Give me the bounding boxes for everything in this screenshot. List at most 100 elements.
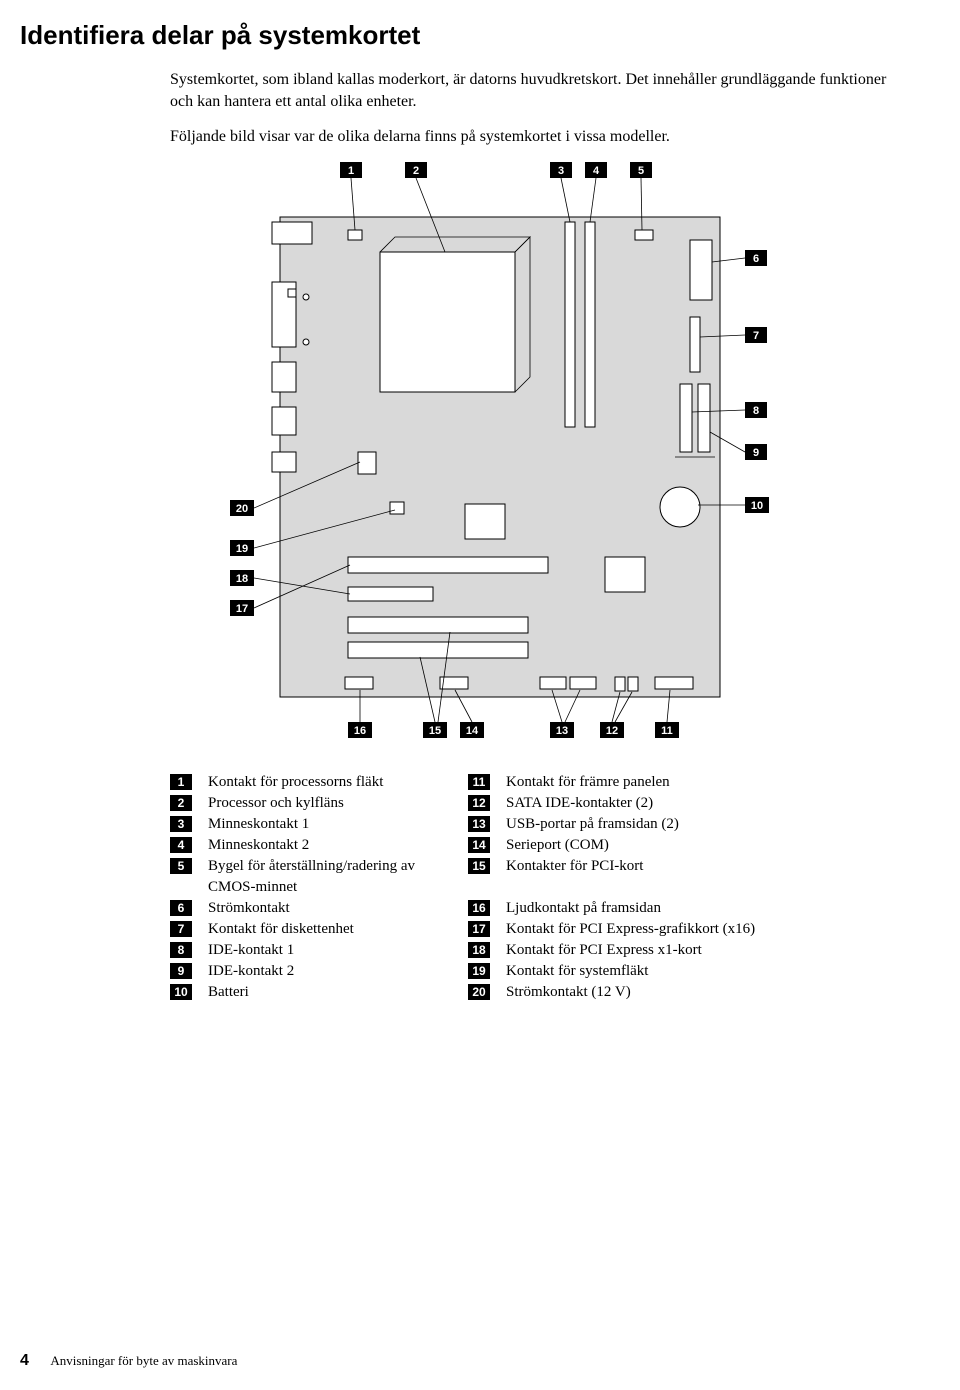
legend-text: SATA IDE-kontakter (2) (506, 793, 900, 814)
legend-num: 6 (170, 900, 192, 916)
legend-num: 13 (468, 816, 490, 832)
svg-text:13: 13 (556, 725, 568, 737)
label-13: 13 (550, 722, 574, 738)
ide-1 (680, 384, 692, 452)
footer-doc-title: Anvisningar för byte av maskinvara (50, 1353, 237, 1368)
label-9: 9 (745, 444, 767, 460)
label-18: 18 (230, 570, 254, 586)
label-6: 6 (745, 250, 767, 266)
legend-text: Bygel för återställning/radering av CMOS… (208, 856, 468, 898)
ide-2 (698, 384, 710, 452)
usb-front-1 (540, 677, 566, 689)
svg-text:9: 9 (753, 447, 759, 459)
sys-fan-header (390, 502, 404, 514)
legend-num: 9 (170, 963, 192, 979)
svg-text:16: 16 (354, 725, 366, 737)
label-15: 15 (423, 722, 447, 738)
front-panel (655, 677, 693, 689)
svg-text:14: 14 (466, 725, 479, 737)
legend-text: Kontakt för processorns fläkt (208, 772, 468, 793)
legend-num: 11 (468, 774, 490, 790)
svg-text:12: 12 (606, 725, 618, 737)
cmos-jumper (635, 230, 653, 240)
legend-num: 12 (468, 795, 490, 811)
label-19: 19 (230, 540, 254, 556)
label-12: 12 (600, 722, 624, 738)
legend-text: Ljudkontakt på framsidan (506, 898, 900, 919)
legend-table: 1 Kontakt för processorns fläkt11 Kontakt … (170, 772, 900, 1003)
sata-1 (615, 677, 625, 691)
legend-text: Kontakt för PCI Express-grafikkort (x16) (506, 919, 900, 940)
legend-row: 5 Bygel för återställning/radering av CMO… (170, 856, 900, 898)
legend-row: 9 IDE-kontakt 219 Kontakt för systemfläkt (170, 961, 900, 982)
label-2: 2 (405, 162, 427, 178)
com-port (440, 677, 468, 689)
legend-text: Kontakt för diskettenhet (208, 919, 468, 940)
legend-num: 15 (468, 858, 490, 874)
usb-front-2 (570, 677, 596, 689)
svg-text:19: 19 (236, 543, 248, 555)
legend-text: Strömkontakt (208, 898, 468, 919)
legend-row: 4 Minneskontakt 214 Serieport (COM) (170, 835, 900, 856)
svg-text:4: 4 (593, 165, 600, 177)
legend-num: 8 (170, 942, 192, 958)
atx-power (690, 240, 712, 300)
legend-num: 19 (468, 963, 490, 979)
svg-text:5: 5 (638, 165, 644, 177)
svg-text:1: 1 (348, 165, 354, 177)
pci-slot-2 (348, 642, 528, 658)
svg-text:20: 20 (236, 503, 248, 515)
legend-text: IDE-kontakt 2 (208, 961, 468, 982)
label-10: 10 (745, 497, 769, 513)
legend-text: Strömkontakt (12 V) (506, 982, 900, 1003)
pcie-x1 (348, 587, 433, 601)
legend-text: Minneskontakt 2 (208, 835, 468, 856)
page-title: Identifiera delar på systemkortet (20, 20, 900, 51)
legend-text: Batteri (208, 982, 468, 1003)
label-11: 11 (655, 722, 679, 738)
label-16: 16 (348, 722, 372, 738)
legend-text: Serieport (COM) (506, 835, 900, 856)
label-17: 17 (230, 600, 254, 616)
dimm-slot-2 (585, 222, 595, 427)
legend-row: 6Strömkontakt16Ljudkontakt på framsidan (170, 898, 900, 919)
legend-text: Processor och kylfläns (208, 793, 468, 814)
legend-num: 10 (170, 984, 192, 1000)
legend-num: 3 (170, 816, 192, 832)
legend-row: 3Minneskontakt 113USB-portar på framsida… (170, 814, 900, 835)
label-8: 8 (745, 402, 767, 418)
legend-num: 7 (170, 921, 192, 937)
legend-row: 2 Processor och kylfläns12 SATA IDE-kontak… (170, 793, 900, 814)
svg-text:11: 11 (661, 725, 673, 737)
label-5: 5 (630, 162, 652, 178)
pci-slot-1 (348, 617, 528, 633)
legend-text: Kontakt för främre panelen (506, 772, 900, 793)
legend-row: 10Batteri20Strömkontakt (12 V) (170, 982, 900, 1003)
label-1: 1 (340, 162, 362, 178)
svg-text:6: 6 (753, 253, 759, 265)
legend-num: 17 (468, 921, 490, 937)
cpu-fan-header (348, 230, 362, 240)
svg-text:15: 15 (429, 725, 441, 737)
svg-text:2: 2 (413, 165, 419, 177)
legend-row: 1 Kontakt för processorns fläkt11 Kontakt … (170, 772, 900, 793)
svg-text:10: 10 (751, 500, 763, 512)
legend-num: 2 (170, 795, 192, 811)
battery (660, 487, 700, 527)
legend-num: 1 (170, 774, 192, 790)
label-4: 4 (585, 162, 607, 178)
legend-row: 7 Kontakt för diskettenhet17 Kontakt för P… (170, 919, 900, 940)
pcie-x16 (348, 557, 548, 573)
cpu-heatsink (380, 252, 515, 392)
legend-text: Kontakt för systemfläkt (506, 961, 900, 982)
legend-text: Kontakter för PCI-kort (506, 856, 900, 877)
label-3: 3 (550, 162, 572, 178)
legend-num: 14 (468, 837, 490, 853)
legend-num: 18 (468, 942, 490, 958)
legend-num: 4 (170, 837, 192, 853)
dimm-slot-1 (565, 222, 575, 427)
legend-num: 5 (170, 858, 192, 874)
atx-12v (358, 452, 376, 474)
intro-paragraph-1: Systemkortet, som ibland kallas moderkor… (170, 69, 900, 112)
sata-2 (628, 677, 638, 691)
